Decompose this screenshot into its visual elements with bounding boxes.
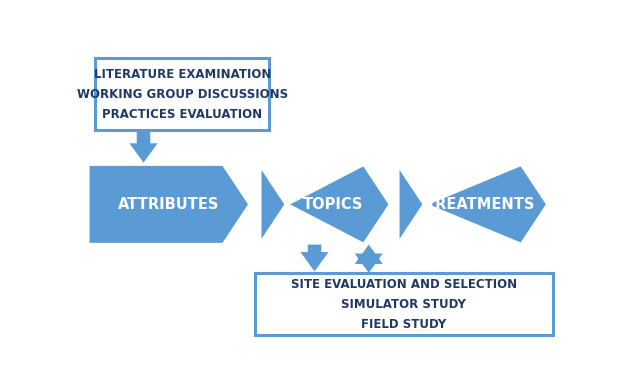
FancyBboxPatch shape — [255, 273, 553, 336]
Text: SITE EVALUATION AND SELECTION
SIMULATOR STUDY
FIELD STUDY: SITE EVALUATION AND SELECTION SIMULATOR … — [291, 278, 517, 331]
Polygon shape — [260, 164, 391, 245]
Polygon shape — [88, 164, 250, 245]
Polygon shape — [398, 164, 548, 245]
Polygon shape — [129, 130, 158, 163]
FancyBboxPatch shape — [95, 58, 269, 130]
Text: TOPICS: TOPICS — [303, 197, 363, 212]
Polygon shape — [301, 245, 329, 271]
Polygon shape — [355, 245, 382, 273]
Text: ATTRIBUTES: ATTRIBUTES — [118, 197, 219, 212]
Text: LITERATURE EXAMINATION
WORKING GROUP DISCUSSIONS
PRACTICES EVALUATION: LITERATURE EXAMINATION WORKING GROUP DIS… — [77, 68, 288, 121]
Text: TREATMENTS: TREATMENTS — [426, 197, 536, 212]
